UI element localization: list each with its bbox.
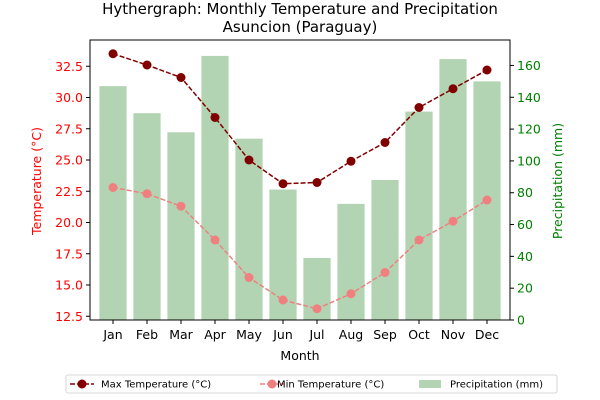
precip-bar-may [235,138,263,320]
min-temp-point-jul [312,304,322,314]
max-temp-point-dec [482,65,492,75]
x-tick-label-may: May [236,327,262,342]
x-tick-label-nov: Nov [441,327,466,342]
x-tick-label-apr: Apr [204,327,226,342]
legend-max-label: Max Temperature (°C) [101,380,211,391]
y-right-tick-label: 140 [517,90,541,105]
max-temp-point-jun [278,179,288,189]
precip-bar-nov [439,59,467,320]
y-left-tick-label: 22.5 [55,184,83,199]
min-temp-point-mar [176,201,186,211]
y-left-tick-label: 27.5 [55,121,83,136]
precip-bar-aug [337,203,365,320]
x-tick-label-aug: Aug [339,327,363,342]
precip-bar-mar [167,132,195,320]
x-tick-label-jan: Jan [102,327,122,342]
max-temp-point-sep [380,138,390,147]
precip-bar-apr [201,55,229,321]
min-temp-point-may [244,273,254,282]
max-temp-point-may [244,155,254,165]
min-temp-point-jan [108,183,118,192]
y-right-tick-label: 0 [517,313,525,328]
max-temp-point-apr [210,113,220,122]
max-temp-point-feb [142,60,152,70]
x-tick-label-jun: Jun [272,327,293,342]
chart-subtitle: Asuncion (Paraguay) [223,18,378,36]
y-left-tick-label: 15.0 [55,278,83,293]
y-right-tick-label: 20 [517,281,533,296]
plot-frame [89,39,511,321]
min-temp-line [112,186,488,310]
x-tick-label-jul: Jul [308,327,324,342]
legend-min-marker [267,379,277,389]
min-temp-point-oct [414,235,424,245]
precip-bar-jan [99,86,127,321]
legend-max-marker [77,379,87,389]
min-temp-point-jun [278,295,288,305]
min-temp-point-dec [482,195,492,205]
y-left-tick-label: 32.5 [55,59,83,74]
max-temp-point-oct [414,103,424,112]
y-right-tick-label: 120 [517,122,541,137]
y-left-tick-label: 12.5 [55,309,83,324]
precip-bar-feb [133,113,161,320]
precip-bar-sep [371,180,399,320]
y-axis-left-label: Temperature (°C) [29,127,44,236]
min-temp-point-sep [380,268,390,277]
x-tick-label-sep: Sep [373,327,397,342]
min-temp-point-nov [448,216,458,226]
x-axis-label: Month [280,348,319,363]
y-axis-right-label: Precipitation (mm) [550,123,565,239]
legend-min-label: Min Temperature (°C) [277,380,384,391]
max-temp-point-jan [108,49,118,59]
legend: Max Temperature (°C) Min Temperature (°C… [65,374,558,394]
min-temp-point-aug [346,289,356,299]
y-right-tick-label: 80 [517,185,533,200]
y-right-tick-label: 100 [517,153,541,168]
chart-title: Hythergraph: Monthly Temperature and Pre… [102,0,498,18]
max-temp-point-aug [346,156,356,166]
max-temp-point-nov [448,84,458,94]
y-right-tick-label: 40 [517,249,533,264]
y-right-tick-label: 60 [517,217,533,232]
legend-precip-swatch [419,380,441,388]
x-tick-label-mar: Mar [169,327,193,342]
min-temp-point-apr [210,235,220,245]
y-right-tick-label: 160 [517,58,541,73]
precip-bar-oct [405,111,433,320]
max-temp-point-mar [176,73,186,82]
legend-precip-label: Precipitation (mm) [450,380,543,391]
x-tick-label-feb: Feb [136,327,158,342]
y-left-tick-label: 30.0 [55,90,83,105]
axes: Jan Feb Mar Apr May Jun Jul Aug Sep Oct Nov Dec 12.5… [55,39,541,342]
min-temp-point-feb [142,189,152,199]
max-temp-line [112,53,488,185]
y-left-tick-label: 17.5 [55,246,83,261]
y-left-tick-label: 25.0 [55,153,83,168]
x-tick-label-oct: Oct [408,327,430,342]
plot-area [99,49,501,321]
max-temp-point-jul [312,178,322,187]
x-tick-label-dec: Dec [475,327,499,342]
y-left-tick-label: 20.0 [55,215,83,230]
legend-frame [65,374,558,394]
